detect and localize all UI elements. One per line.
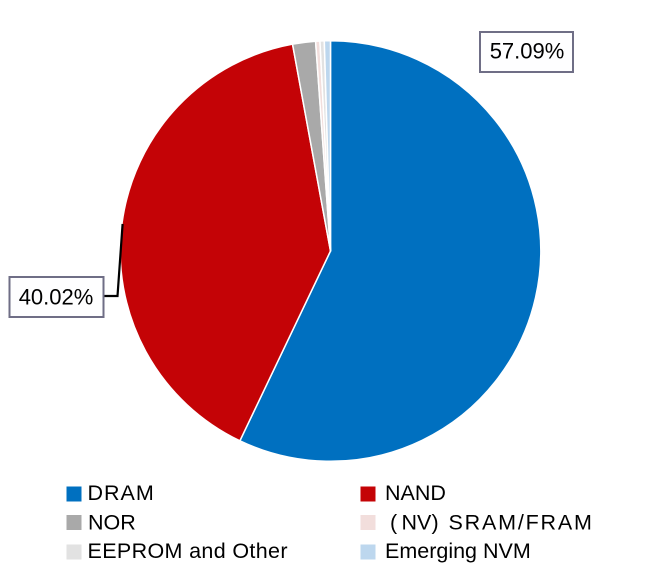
svg-text:EEPROM and Other: EEPROM and Other — [88, 539, 288, 563]
svg-text:DRAM: DRAM — [88, 481, 155, 505]
svg-text:Emerging NVM: Emerging NVM — [385, 539, 531, 563]
svg-text:40.02%: 40.02% — [19, 285, 94, 310]
svg-text:(NV)SRAM/FRAM: (NV) SRAM/FRAM — [390, 511, 594, 535]
svg-text:57.09%: 57.09% — [490, 39, 565, 64]
svg-text:NAND: NAND — [385, 481, 446, 505]
svg-text:NOR: NOR — [88, 511, 136, 535]
